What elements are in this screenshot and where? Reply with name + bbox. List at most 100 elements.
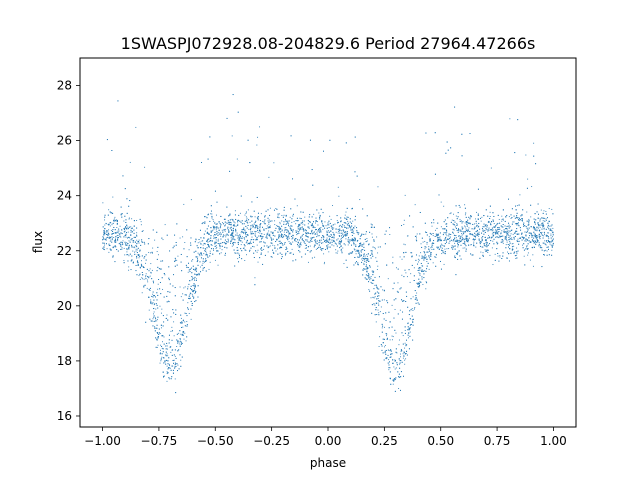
data-point xyxy=(235,231,237,233)
data-point xyxy=(186,266,188,268)
data-point xyxy=(436,235,438,237)
data-point xyxy=(313,213,315,215)
data-point xyxy=(208,238,210,240)
data-point xyxy=(461,236,463,238)
data-point xyxy=(206,255,208,257)
data-point xyxy=(122,240,124,242)
data-point xyxy=(235,225,237,227)
data-point xyxy=(328,235,330,237)
data-point xyxy=(394,360,396,362)
data-point xyxy=(278,234,280,236)
data-point xyxy=(176,345,178,347)
data-point xyxy=(362,269,364,271)
data-point xyxy=(523,222,525,224)
data-point xyxy=(548,225,550,227)
data-point xyxy=(153,282,154,284)
data-point xyxy=(283,235,285,237)
data-point xyxy=(187,302,189,304)
data-point xyxy=(157,344,159,346)
data-point xyxy=(209,240,211,242)
data-point xyxy=(130,260,132,262)
data-point xyxy=(332,236,334,238)
data-point xyxy=(125,236,127,238)
data-point xyxy=(243,237,245,239)
data-point xyxy=(148,270,150,272)
data-point xyxy=(402,353,404,355)
data-point xyxy=(375,309,377,311)
data-point xyxy=(126,244,128,246)
data-point xyxy=(218,243,220,245)
data-point xyxy=(437,239,438,241)
data-point xyxy=(500,225,502,227)
data-point xyxy=(339,228,341,230)
data-point xyxy=(210,230,212,232)
data-point xyxy=(367,258,369,260)
data-point xyxy=(424,222,426,224)
data-point xyxy=(314,239,316,241)
data-point xyxy=(242,228,244,230)
data-point xyxy=(525,154,527,156)
data-point xyxy=(183,287,185,289)
data-point xyxy=(324,221,326,223)
data-point xyxy=(272,249,274,251)
data-point xyxy=(502,242,504,244)
data-point xyxy=(452,231,454,233)
data-point xyxy=(344,214,346,216)
data-point xyxy=(196,268,198,270)
data-point xyxy=(145,276,147,278)
data-point xyxy=(221,222,223,224)
data-point xyxy=(260,253,262,255)
data-point xyxy=(372,282,374,284)
data-point xyxy=(127,254,129,256)
data-point xyxy=(512,243,514,245)
data-point xyxy=(538,243,540,245)
data-point xyxy=(343,243,345,245)
data-point xyxy=(312,232,314,234)
data-point xyxy=(307,232,309,234)
data-point xyxy=(231,235,233,237)
data-point xyxy=(124,243,126,245)
data-point xyxy=(381,327,383,329)
data-point xyxy=(182,326,184,328)
data-point xyxy=(156,258,158,260)
data-point xyxy=(152,247,154,249)
data-point xyxy=(229,234,231,236)
data-point xyxy=(219,247,221,249)
data-point xyxy=(279,221,281,223)
data-point xyxy=(333,240,335,242)
data-point xyxy=(539,230,541,232)
data-point xyxy=(464,204,466,206)
data-point xyxy=(349,218,351,220)
data-point xyxy=(104,219,106,221)
data-point xyxy=(354,136,356,138)
data-point xyxy=(492,229,494,231)
data-point xyxy=(219,245,221,247)
data-point xyxy=(513,251,515,253)
data-point xyxy=(461,155,463,157)
data-point xyxy=(180,317,182,319)
data-point xyxy=(404,329,406,331)
data-point xyxy=(391,326,393,328)
data-point xyxy=(214,234,216,236)
data-point xyxy=(157,254,159,256)
data-point xyxy=(399,367,401,369)
data-point xyxy=(217,264,219,266)
data-point xyxy=(552,244,554,246)
data-point xyxy=(338,241,340,243)
data-point xyxy=(180,253,182,255)
data-point xyxy=(507,251,509,253)
data-point xyxy=(338,226,340,228)
data-point xyxy=(345,234,347,236)
data-point xyxy=(278,235,280,237)
data-point xyxy=(327,222,329,224)
data-point xyxy=(475,220,477,222)
data-point xyxy=(114,241,116,243)
data-point xyxy=(233,221,235,223)
data-point xyxy=(418,303,420,305)
data-point xyxy=(475,222,477,224)
data-point xyxy=(413,275,415,277)
data-point xyxy=(378,346,380,347)
data-point xyxy=(464,242,466,244)
data-point xyxy=(426,268,428,270)
data-point xyxy=(132,246,134,248)
